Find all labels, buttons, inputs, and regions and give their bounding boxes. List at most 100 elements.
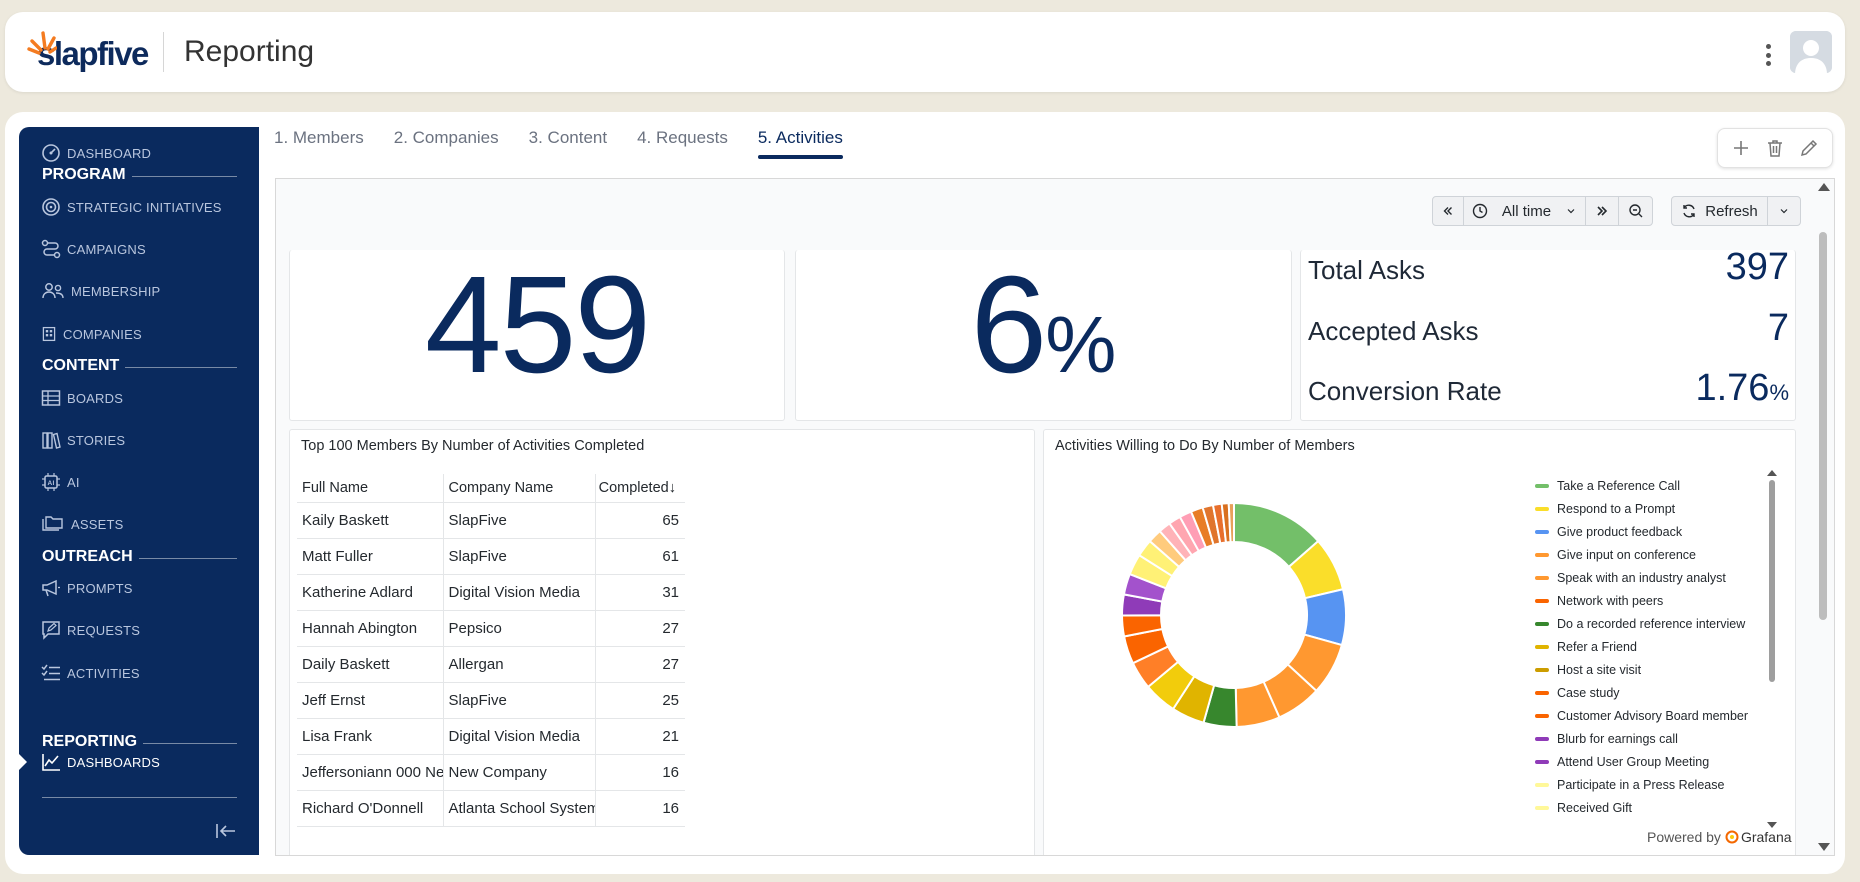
delete-icon[interactable] (1765, 138, 1785, 158)
sidebar-item-requests[interactable]: REQUESTS (41, 616, 140, 644)
sidebar-item-companies[interactable]: COMPANIES (41, 320, 142, 348)
cell-company-name: SlapFive (443, 682, 596, 719)
powered-by-grafana[interactable]: Powered by Grafana (1647, 829, 1792, 845)
column-header-activities-completed[interactable]: ↓ Activities Completed (595, 474, 685, 503)
zoom-out-button[interactable] (1619, 197, 1652, 225)
table-row[interactable]: Daily Baskett Allergan 27 (297, 646, 685, 683)
legend-item[interactable]: Speak with an industry analyst (1535, 566, 1735, 589)
table-row[interactable]: Lisa Frank Digital Vision Media 21 (297, 718, 685, 755)
table-row[interactable]: Richard O'Donnell Atlanta School System 16 (297, 790, 685, 827)
legend-swatch (1535, 805, 1549, 810)
sidebar-item-stories[interactable]: STORIES (41, 426, 125, 454)
legend-item[interactable]: Customer Advisory Board member (1535, 704, 1748, 727)
legend-scrollbar[interactable] (1769, 480, 1775, 682)
total-activities-panel[interactable]: 459 (289, 250, 785, 421)
legend-item[interactable]: Host a site visit (1535, 658, 1735, 681)
legend-item[interactable]: Received Gift (1535, 796, 1735, 819)
table-row[interactable]: Matt Fuller SlapFive 61 (297, 538, 685, 575)
donut-slice[interactable] (1227, 501, 1235, 544)
sidebar-item-boards[interactable]: BOARDS (41, 384, 123, 412)
sidebar-item-dashboard[interactable]: DASHBOARD (41, 139, 151, 167)
refresh-button[interactable]: Refresh (1672, 197, 1768, 225)
cell-full-name: Richard O'Donnell (297, 790, 444, 827)
refresh-icon (1683, 204, 1695, 218)
conversion-rate-value: 1.76% (1695, 367, 1789, 409)
table-icon (41, 390, 61, 406)
frame-scrollbar[interactable] (1819, 232, 1827, 620)
legend-item[interactable]: Blurb for earnings call (1535, 727, 1735, 750)
legend-item[interactable]: Attend User Group Meeting (1535, 750, 1735, 773)
legend-item[interactable]: Respond to a Prompt (1535, 497, 1735, 520)
scroll-up-arrow[interactable] (1818, 183, 1830, 191)
time-range-picker[interactable]: All time (1464, 197, 1586, 225)
asks-summary-panel[interactable]: Total Asks 397 Accepted Asks 7 Conversio… (1300, 246, 1796, 421)
table-row[interactable]: Kaily Baskett SlapFive 65 (297, 502, 685, 539)
add-icon[interactable] (1731, 138, 1751, 158)
tab-activities[interactable]: 5. Activities (757, 126, 843, 160)
cell-activities-completed: 25 (595, 682, 685, 719)
legend-label: Host a site visit (1557, 662, 1642, 677)
activities-donut-panel[interactable]: Activities Willing to Do By Number of Me… (1043, 429, 1796, 855)
slapfive-logo[interactable]: slapfive (27, 31, 149, 76)
more-menu-button[interactable] (1761, 42, 1775, 68)
edit-icon[interactable] (1799, 138, 1819, 158)
percent-unit: % (1045, 300, 1117, 389)
legend-item[interactable]: Network with peers (1535, 589, 1735, 612)
sidebar-item-strategic-initiatives[interactable]: STRATEGIC INITIATIVES (41, 193, 222, 221)
legend-item[interactable]: Participate in a Press Release (1535, 773, 1735, 796)
sidebar-item-prompts[interactable]: PROMPTS (41, 574, 133, 602)
column-header-company-name[interactable]: Company Name (443, 474, 596, 503)
legend-item[interactable]: Do a recorded reference interview (1535, 612, 1745, 635)
chevron-down-icon (1567, 209, 1575, 214)
tab-content[interactable]: 3. Content (528, 128, 608, 147)
conversion-rate-label: Conversion Rate (1308, 376, 1502, 406)
donut-legend: Take a Reference Call Respond to a Prompt… (1535, 474, 1748, 819)
legend-label: Refer a Friend (1557, 639, 1637, 654)
refresh-interval-dropdown[interactable] (1768, 197, 1800, 225)
dashboard-gauge-icon (42, 144, 60, 162)
chevrons-right-icon (1597, 206, 1608, 216)
legend-scroll-down[interactable] (1767, 822, 1777, 828)
legend-item[interactable]: Refer a Friend (1535, 635, 1735, 658)
column-header-full-name[interactable]: Full Name (297, 474, 444, 503)
legend-swatch (1535, 667, 1549, 672)
dashboard-tabs: 1. Members 2. Companies 3. Content 4. Re… (274, 126, 843, 160)
sidebar-item-activities[interactable]: ACTIVITIES (41, 659, 140, 687)
collapse-sidebar-icon[interactable] (215, 822, 237, 840)
percent-panel[interactable]: 6% (795, 250, 1292, 421)
sidebar-item-assets[interactable]: ASSETS (41, 510, 124, 538)
time-range-controls: All time (1432, 196, 1653, 226)
table-row[interactable]: Hannah Abington Pepsico 27 (297, 610, 685, 647)
scroll-down-arrow[interactable] (1818, 843, 1830, 851)
cell-full-name: Jeff Ernst (297, 682, 444, 719)
tab-companies[interactable]: 2. Companies (393, 128, 499, 147)
legend-item[interactable]: Case study (1535, 681, 1735, 704)
top-members-panel[interactable]: Top 100 Members By Number of Activities … (289, 429, 1035, 855)
panel-title: Activities Willing to Do By Number of Me… (1055, 438, 1355, 454)
logo-wordmark: slapfive (37, 35, 149, 72)
time-shift-back-button[interactable] (1433, 197, 1464, 225)
table-row[interactable]: Jeff Ernst SlapFive 25 (297, 682, 685, 719)
refresh-controls: Refresh (1671, 196, 1801, 226)
legend-item[interactable]: Give input on conference (1535, 543, 1735, 566)
sidebar-item-dashboards[interactable]: DASHBOARDS (41, 748, 160, 776)
legend-scroll-up[interactable] (1767, 470, 1777, 476)
user-avatar[interactable] (1790, 31, 1832, 73)
accepted-asks-label: Accepted Asks (1308, 316, 1479, 346)
donut-chart[interactable] (1104, 485, 1364, 745)
sidebar-item-ai[interactable]: AI AI (41, 468, 80, 496)
sidebar-item-campaigns[interactable]: CAMPAIGNS (41, 235, 146, 263)
legend-item[interactable]: Take a Reference Call (1535, 474, 1735, 497)
sidebar-item-membership[interactable]: MEMBERSHIP (41, 277, 160, 305)
tab-members[interactable]: 1. Members (274, 128, 364, 147)
legend-label: Received Gift (1557, 800, 1633, 815)
time-shift-forward-button[interactable] (1586, 197, 1619, 225)
tab-requests[interactable]: 4. Requests (637, 128, 728, 147)
legend-item[interactable]: Give product feedback (1535, 520, 1735, 543)
cell-company-name: New Company (443, 754, 596, 791)
cell-company-name: Atlanta School System (443, 790, 596, 827)
sidebar-item-label: AI (67, 474, 80, 490)
table-row[interactable]: Katherine Adlard Digital Vision Media 31 (297, 574, 685, 611)
svg-text:AI: AI (48, 480, 55, 487)
